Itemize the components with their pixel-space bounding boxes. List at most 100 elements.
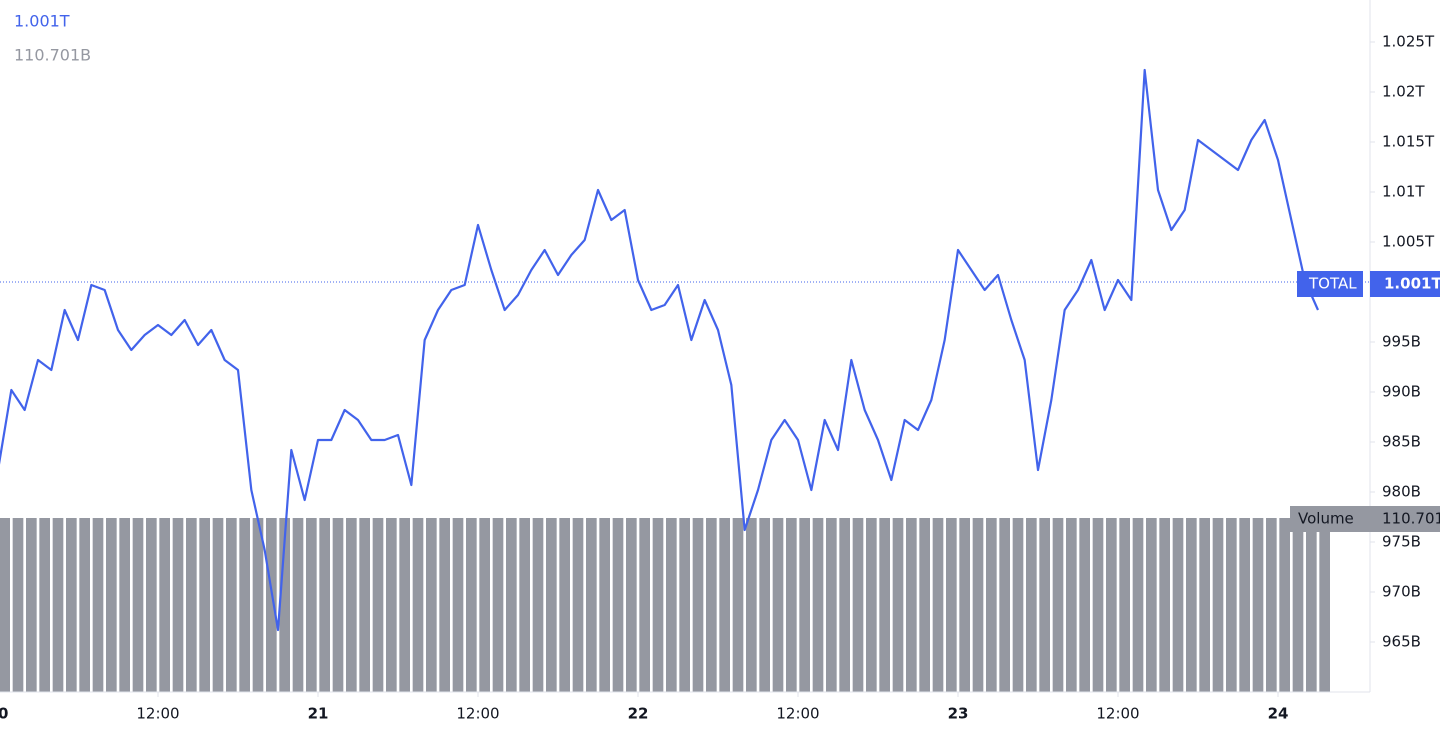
volume-bar (1306, 518, 1317, 692)
x-tick-label: 22 (628, 705, 649, 723)
volume-bar (759, 518, 770, 692)
x-tick-label: 12:00 (136, 705, 179, 723)
volume-bar (319, 518, 330, 692)
volume-bar (799, 518, 810, 692)
volume-bar (1279, 518, 1290, 692)
volume-bar (506, 518, 517, 692)
volume-bar (492, 518, 504, 692)
volume-bar (1039, 518, 1050, 692)
price-lines (0, 68, 1370, 632)
volume-bar (479, 518, 490, 692)
volume-bar (1292, 518, 1304, 692)
volume-bar (66, 518, 77, 692)
volume-bar (812, 518, 824, 692)
x-tick-label: 21 (308, 705, 329, 723)
volume-bar (186, 518, 197, 692)
volume-bar (959, 518, 970, 692)
series-tag-bg (1297, 271, 1363, 297)
volume-bar (26, 518, 37, 692)
volume-bar (1226, 518, 1237, 692)
volume-bar (852, 518, 864, 692)
y-tick-label: 1.025T (1382, 33, 1435, 51)
volume-bar (79, 518, 90, 692)
volume-bar (1026, 518, 1037, 692)
volume-bar (719, 518, 730, 692)
legend-volume: 110.701B (14, 46, 91, 65)
volume-bar (1119, 518, 1130, 692)
x-tick-label: 24 (1268, 705, 1289, 723)
volume-bar (546, 518, 557, 692)
y-tick-label: 990B (1382, 383, 1421, 401)
volume-bar (279, 518, 290, 692)
volume-bar (626, 518, 637, 692)
volume-bar (1052, 518, 1064, 692)
volume-bar (39, 518, 50, 692)
x-tick-label: 12:00 (1096, 705, 1139, 723)
volume-bar (306, 518, 317, 692)
volume-bar (266, 518, 277, 692)
volume-bar (346, 518, 357, 692)
volume-bar (1172, 518, 1184, 692)
y-tick-label: 965B (1382, 633, 1421, 651)
volume-bar (106, 518, 117, 692)
volume-bar (439, 518, 450, 692)
volume-bar (1212, 518, 1224, 692)
volume-bar (359, 518, 370, 692)
volume-bar (879, 518, 890, 692)
volume-bar (372, 518, 384, 692)
x-tick-label: 12:00 (776, 705, 819, 723)
volume-bar (146, 518, 157, 692)
volume-bar (0, 518, 11, 692)
volume-bar (239, 518, 250, 692)
volume-bars (0, 518, 1330, 692)
volume-bar (986, 518, 997, 692)
volume-bar (972, 518, 984, 692)
x-tick-label: 20 (0, 705, 8, 723)
volume-bar (532, 518, 544, 692)
volume-bar (159, 518, 170, 692)
volume-bar (292, 518, 304, 692)
volume-bar (639, 518, 650, 692)
x-tick-label: 12:00 (456, 705, 499, 723)
volume-bar (772, 518, 784, 692)
y-tick-label: 975B (1382, 533, 1421, 551)
volume-bar (1146, 518, 1157, 692)
volume-value-bg (1370, 506, 1440, 532)
price-line (0, 68, 1320, 632)
volume-bar (212, 518, 224, 692)
volume-bar (732, 518, 744, 692)
volume-bar (692, 518, 704, 692)
volume-bar (1079, 518, 1090, 692)
volume-bar (519, 518, 530, 692)
volume-bar (332, 518, 344, 692)
volume-bar (172, 518, 184, 692)
y-tick-label: 970B (1382, 583, 1421, 601)
volume-bar (1266, 518, 1277, 692)
volume-bar (252, 518, 264, 692)
volume-value: 110.701B (1382, 510, 1440, 528)
volume-bar (119, 518, 130, 692)
y-tick-label: 1.015T (1382, 133, 1435, 151)
y-tick-label: 980B (1382, 483, 1421, 501)
volume-bar (1066, 518, 1077, 692)
volume-bar (599, 518, 610, 692)
volume-tag: Volume (1298, 510, 1354, 528)
volume-bar (226, 518, 237, 692)
volume-bar (1106, 518, 1117, 692)
volume-bar (399, 518, 410, 692)
volume-bar (866, 518, 877, 692)
volume-bar (892, 518, 904, 692)
volume-bar (559, 518, 570, 692)
volume-bar (452, 518, 464, 692)
volume-bar (92, 518, 104, 692)
volume-bar (586, 518, 597, 692)
volume-bar (1132, 518, 1144, 692)
volume-bar (652, 518, 664, 692)
volume-bar (132, 518, 144, 692)
y-tick-label: 1.02T (1382, 83, 1425, 101)
volume-bar (466, 518, 477, 692)
volume-bar (386, 518, 397, 692)
volume-tag-bg (1290, 506, 1370, 532)
y-tick-label: 985B (1382, 433, 1421, 451)
